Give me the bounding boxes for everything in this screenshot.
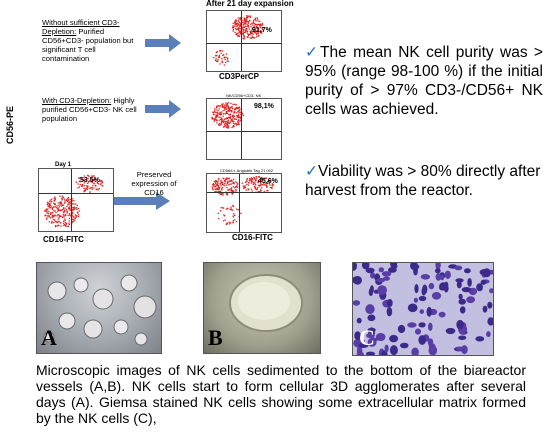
row1-title: Without sufficient CD3-Depletion: [42,18,120,36]
mid-plot-title: NK/CD56+CD3- NK [226,93,262,98]
top-x-axis-label: CD3PerCP [219,72,260,81]
arrow-icon [145,100,181,118]
arrow-icon [145,34,181,52]
row1-description: Without sufficient CD3-Depletion: Purifi… [42,18,138,63]
day1-label: Day 1 [55,162,72,168]
top-percentage: 91,7% [252,27,272,34]
mid-percentage: 98,1% [254,103,274,110]
mid-dots [211,102,244,129]
bullet-viability: ✓Viability was > 80% directly after harv… [305,162,543,200]
row2-description: With CD3-Depletion: Highly purified CD56… [42,96,138,123]
day1-percentage: 53,5% [80,177,100,184]
bullet-purity-text: The mean NK cell purity was > 95% (range… [305,44,543,118]
bottom-percentage: 45,6% [258,178,278,185]
bottom-plot-title: CD56/Lt. Angiotrik Tag 21 002 [220,168,274,173]
day1-scatter-plot [38,168,114,232]
photo-c-letter: C [359,325,375,350]
photo-b: B [203,262,321,354]
x-axis-label-right: CD16-FITC [232,233,273,242]
top-scatter-plot [206,10,282,72]
row1-body: Purified CD56+CD3- population but signif… [42,27,134,63]
checkmark-icon: ✓ [305,44,321,61]
row2-body: Highly purified CD56+CD3- NK cell popula… [42,96,137,123]
photo-b-letter: B [208,325,223,350]
flow-header: After 21 day expansion [206,0,294,8]
bottom-scatter-plot [206,173,282,233]
photo-b-cells [229,274,303,332]
x-axis-label-left: CD16-FITC [43,235,84,244]
bullet-purity: ✓The mean NK cell purity was > 95% (rang… [305,43,543,119]
top-dots [213,15,264,66]
row2-title: With CD3-Depletion: [42,96,112,105]
preserved-text: Preserved expression of CD16 [131,170,177,197]
y-axis-label: CD56-PE [5,106,15,145]
arrow-icon [110,192,170,210]
day1-dots [44,174,104,228]
photo-a-letter: A [41,325,57,350]
photo-c-cells [353,263,493,355]
bottom-dots [211,176,274,225]
checkmark-icon: ✓ [305,163,318,180]
mid-scatter-plot [206,98,282,160]
figure-caption: Microscopic images of NK cells sedimente… [36,362,526,426]
bullet-viability-text: Viability was > 80% directly after harve… [305,163,541,199]
photo-c: C [352,262,494,356]
photo-a: A [36,262,162,354]
photo-a-cells [43,274,157,346]
